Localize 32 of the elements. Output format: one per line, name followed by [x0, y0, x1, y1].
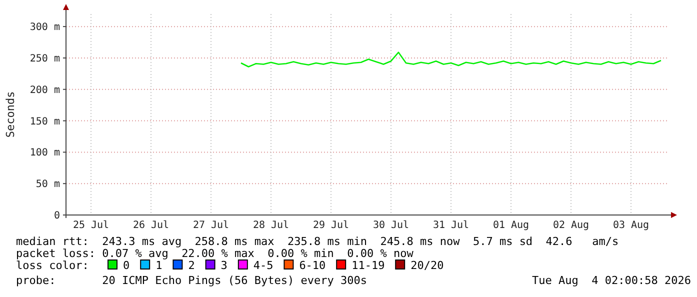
y-tick-label: 200 m — [30, 84, 60, 96]
y-tick-label: 50 m — [36, 179, 60, 190]
x-tick-label: 29 Jul — [312, 220, 350, 231]
legend-label: 20/20 — [410, 259, 444, 272]
x-tick-label: 31 Jul — [432, 220, 470, 231]
legend-label: 11-19 — [352, 259, 385, 272]
x-tick-label: 02 Aug — [552, 220, 590, 231]
legend-label: 1 — [156, 259, 162, 272]
y-tick-label: 250 m — [30, 53, 60, 64]
x-tick-label: 30 Jul — [372, 220, 410, 231]
legend-title: loss color: — [16, 259, 89, 272]
y-tick-label: 150 m — [30, 116, 60, 128]
text: packet loss: 0.07 % avg 22.00 % max 0.00 % min 0.00 % now — [16, 247, 414, 260]
y-tick-label: 100 m — [30, 148, 60, 159]
x-tick-label: 28 Jul — [252, 220, 290, 231]
text: Tue Aug 4 02:00:58 2026 — [532, 274, 691, 287]
text: probe: 20 ICMP Echo Pings (56 Bytes) every 300s — [16, 274, 367, 287]
x-tick-label: 27 Jul — [192, 220, 230, 231]
legend-label: 6-10 — [299, 259, 326, 272]
line-series — [240, 52, 662, 68]
legend-label: 4-5 — [253, 259, 274, 272]
text: median rtt: 243.3 ms avg 258.8 ms max 235.8 ms min 245.8 ms now 5.7 ms sd 42.6 am/s — [16, 235, 619, 248]
legend-label: 3 — [220, 259, 228, 272]
y-axis-title: Seconds — [4, 91, 17, 138]
y-tick-label: 0 — [54, 210, 60, 222]
x-tick-label: 01 Aug — [492, 220, 530, 231]
x-tick-label: 26 Jul — [132, 220, 170, 231]
y-tick-label: 300 m — [30, 22, 60, 34]
legend-label: 0 — [123, 259, 130, 272]
x-tick-label: 25 Jul — [72, 220, 110, 231]
x-tick-label: 03 Aug — [612, 220, 650, 231]
legend-label: 2 — [188, 259, 195, 272]
